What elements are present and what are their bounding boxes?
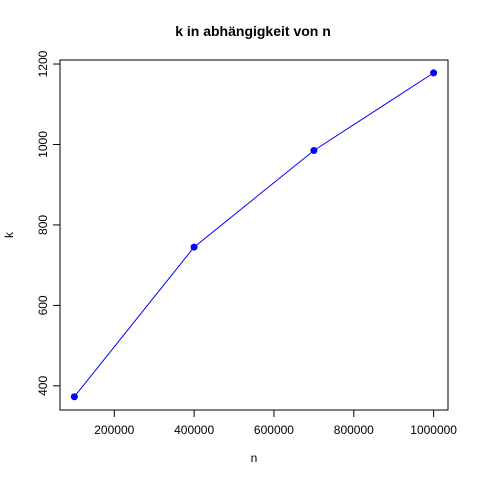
y-axis: 400 600 800 1000 1200 — [36, 50, 60, 396]
x-tick-label: 600000 — [254, 423, 294, 437]
x-tick-label: 200000 — [94, 423, 134, 437]
series-group — [70, 69, 438, 401]
x-axis: 200000 400000 600000 800000 1000000 — [94, 410, 457, 437]
y-tick-label: 1200 — [36, 50, 50, 77]
y-tick-label: 1000 — [36, 131, 50, 158]
plot-frame — [59, 59, 449, 411]
y-tick-label: 400 — [36, 376, 50, 396]
y-tick-label: 800 — [36, 215, 50, 235]
data-point — [70, 393, 78, 401]
x-axis-label: n — [251, 451, 258, 465]
x-tick-label: 400000 — [174, 423, 214, 437]
data-point — [190, 243, 198, 251]
series-line — [73, 72, 434, 398]
y-axis-label: k — [2, 231, 16, 238]
data-point — [430, 69, 438, 77]
x-tick-label: 800000 — [334, 423, 374, 437]
y-tick-label: 600 — [36, 295, 50, 315]
data-point — [310, 147, 318, 155]
x-tick-label: 1000000 — [410, 423, 457, 437]
chart-title: k in abhängigkeit von n — [175, 23, 331, 39]
